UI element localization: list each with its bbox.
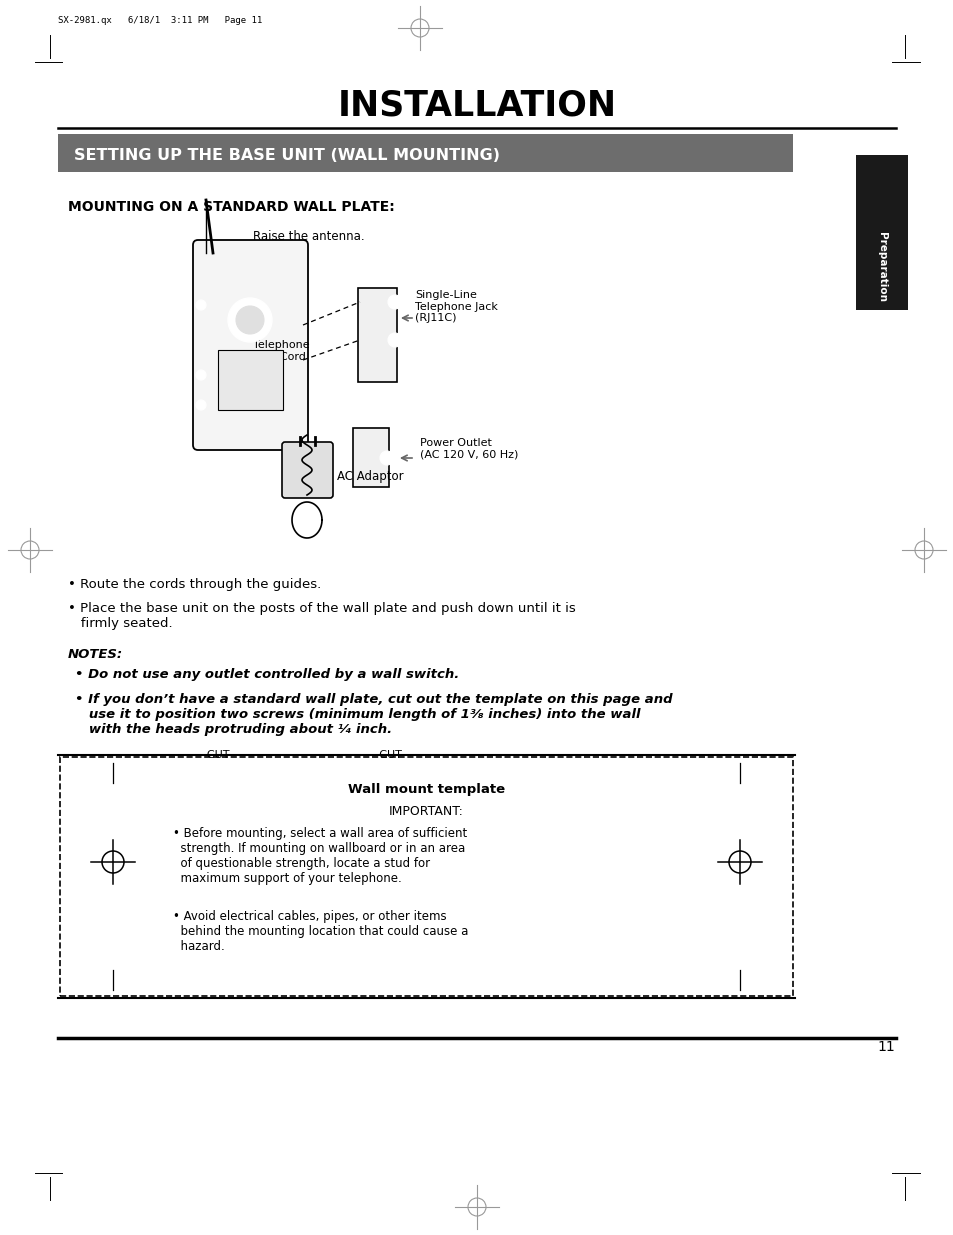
Circle shape — [195, 400, 206, 410]
FancyBboxPatch shape — [357, 288, 396, 382]
Text: 11: 11 — [877, 1040, 894, 1053]
Text: Telephone
Line Cord: Telephone Line Cord — [253, 340, 310, 362]
Circle shape — [228, 298, 272, 342]
Text: Single-Line
Telephone Jack
(RJ11C): Single-Line Telephone Jack (RJ11C) — [415, 290, 497, 324]
Circle shape — [195, 300, 206, 310]
FancyBboxPatch shape — [282, 442, 333, 498]
Text: • If you don’t have a standard wall plate, cut out the template on this page and: • If you don’t have a standard wall plat… — [75, 693, 672, 736]
FancyBboxPatch shape — [353, 429, 389, 487]
Circle shape — [388, 333, 401, 347]
Text: SETTING UP THE BASE UNIT (WALL MOUNTING): SETTING UP THE BASE UNIT (WALL MOUNTING) — [74, 148, 499, 163]
Text: MOUNTING ON A STANDARD WALL PLATE:: MOUNTING ON A STANDARD WALL PLATE: — [68, 200, 395, 214]
Bar — [58, 135, 792, 172]
Text: Power Outlet
(AC 120 V, 60 Hz): Power Outlet (AC 120 V, 60 Hz) — [419, 438, 517, 459]
Text: • Before mounting, select a wall area of sufficient
  strength. If mounting on w: • Before mounting, select a wall area of… — [172, 827, 467, 885]
Text: • Route the cords through the guides.: • Route the cords through the guides. — [68, 578, 321, 592]
FancyBboxPatch shape — [193, 240, 308, 450]
Text: IMPORTANT:: IMPORTANT: — [389, 805, 463, 818]
Text: Raise the antenna.: Raise the antenna. — [253, 230, 364, 243]
Bar — [855, 156, 907, 310]
Text: — — — CUT — — — — — — — — — — CUT— — — —: — — — CUT — — — — — — — — — — CUT— — — — — [163, 750, 456, 760]
Bar — [218, 350, 283, 410]
Circle shape — [379, 451, 394, 466]
Text: Preparation: Preparation — [876, 232, 886, 303]
Circle shape — [235, 306, 264, 333]
Text: • Place the base unit on the posts of the wall plate and push down until it is
 : • Place the base unit on the posts of th… — [68, 601, 576, 630]
Bar — [60, 757, 792, 995]
Text: SX-2981.qx   6/18/1  3:11 PM   Page 11: SX-2981.qx 6/18/1 3:11 PM Page 11 — [58, 16, 262, 25]
Text: NOTES:: NOTES: — [68, 648, 123, 661]
Circle shape — [388, 295, 401, 309]
Text: • Do not use any outlet controlled by a wall switch.: • Do not use any outlet controlled by a … — [75, 668, 458, 680]
Text: AC Adaptor: AC Adaptor — [336, 471, 403, 483]
Text: INSTALLATION: INSTALLATION — [337, 88, 616, 122]
Text: • Avoid electrical cables, pipes, or other items
  behind the mounting location : • Avoid electrical cables, pipes, or oth… — [172, 910, 468, 953]
Circle shape — [195, 370, 206, 380]
Text: Wall mount template: Wall mount template — [348, 783, 504, 797]
